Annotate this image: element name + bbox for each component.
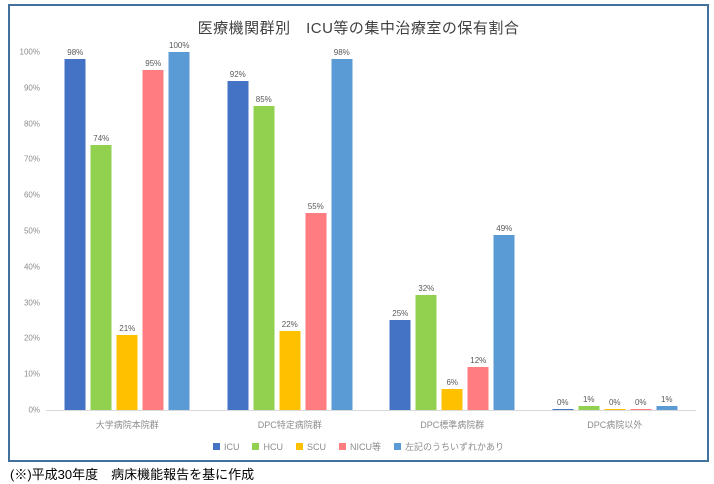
x-axis-label: 大学病院本院群 <box>95 420 159 430</box>
legend-label: SCU <box>306 441 326 452</box>
y-tick-label: 100% <box>19 47 40 57</box>
bar-group: 92% 85% 22% 55% 98% <box>209 48 372 410</box>
bar-HCU: 32% <box>415 284 437 410</box>
bar-cluster: 92% 85% 22% 55% 98% <box>227 48 353 410</box>
bar-左記のうちいずれかあり: 1% <box>656 395 678 410</box>
y-tick-label: 30% <box>23 298 40 308</box>
x-axis-label: DPC特定病院群 <box>257 420 322 430</box>
bar-SCU: 21% <box>116 324 138 410</box>
bar-group: 98% 74% 21% 95% 100% <box>46 41 209 410</box>
bar-value-label: 12% <box>470 356 487 365</box>
bar-group: 0% 1% 0% 0% 1% <box>534 52 697 410</box>
legend-item: NICU等 <box>339 440 381 453</box>
bar-value-label: 32% <box>418 284 435 293</box>
bar-左記のうちいずれかあり: 49% <box>493 224 515 410</box>
x-axis-label: DPC病院以外 <box>587 420 643 430</box>
chart-title: 医療機関群別 ICU等の集中治療室の保有割合 <box>197 20 520 37</box>
legend-swatch-icon <box>339 443 346 450</box>
legend-label: 左記のうちいずれかあり <box>405 442 505 452</box>
bar-ICU: 0% <box>552 398 574 410</box>
bar-NICU等: 0% <box>630 398 652 410</box>
y-tick-label: 80% <box>23 119 40 129</box>
bar-value-label: 74% <box>93 134 110 143</box>
bar-NICU等: 55% <box>305 202 327 410</box>
y-tick-label: 60% <box>23 190 40 200</box>
legend-label: ICU <box>223 441 240 452</box>
legend-item: SCU <box>295 441 326 452</box>
bar-value-label: 0% <box>556 398 569 407</box>
legend-swatch-icon <box>252 443 260 450</box>
legend-swatch-icon <box>212 443 220 450</box>
bar-value-label: 0% <box>608 398 621 407</box>
bar-value-label: 95% <box>145 59 162 68</box>
bar-value-label: 25% <box>392 309 409 318</box>
legend-label: HCU <box>263 441 283 452</box>
bar-SCU: 0% <box>604 398 626 410</box>
plot-area: 100% 90% 80% 70% 60% 50% 40% 30% 20% 10% 0% 98% 74%… <box>20 41 697 415</box>
bar-value-label: 92% <box>229 70 246 79</box>
bar-HCU: 74% <box>90 134 112 410</box>
bar-左記のうちいずれかあり: 98% <box>331 48 353 410</box>
y-tick-label: 70% <box>23 154 40 164</box>
bar-ICU: 92% <box>227 70 249 410</box>
bar-SCU: 6% <box>441 378 463 410</box>
bar-value-label: 55% <box>307 202 324 211</box>
footnote: (※)平成30年度 病床機能報告を基に作成 <box>10 467 255 482</box>
chart-frame: 医療機関群別 ICU等の集中治療室の保有割合 100% 90% 80% 70% 60% 5… <box>8 4 709 462</box>
legend-label: NICU等 <box>350 442 381 452</box>
y-tick-label: 40% <box>23 262 40 272</box>
x-axis-label: DPC標準病院群 <box>420 420 485 430</box>
bar-value-label: 1% <box>582 395 595 404</box>
bar-value-label: 22% <box>281 320 298 329</box>
bar-value-label: 85% <box>255 95 272 104</box>
legend-swatch-icon <box>295 443 303 450</box>
y-tick-label: 90% <box>23 83 40 93</box>
y-tick-label: 50% <box>23 226 40 236</box>
legend-swatch-icon <box>394 443 401 450</box>
y-axis: 100% 90% 80% 70% 60% 50% 40% 30% 20% 10% 0% <box>20 48 696 415</box>
bar-value-label: 98% <box>333 48 350 57</box>
y-tick-label: 10% <box>23 369 40 379</box>
bar-cluster: 25% 32% 6% 12% 49% <box>389 224 515 410</box>
bar-HCU: 85% <box>253 95 275 410</box>
bar-value-label: 21% <box>119 324 136 333</box>
bar-value-label: 100% <box>169 41 190 50</box>
y-tick-label: 0% <box>28 405 40 415</box>
bar-group: 25% 32% 6% 12% 49% <box>371 52 534 410</box>
x-axis: 大学病院本院群 DPC特定病院群 DPC標準病院群 DPC病院以外 <box>46 418 696 431</box>
bar-NICU等: 95% <box>142 59 164 410</box>
legend-item: ICU <box>212 441 240 452</box>
bar-ICU: 25% <box>389 309 411 410</box>
bar-cluster: 0% 1% 0% 0% 1% <box>552 395 678 410</box>
bar-value-label: 6% <box>446 378 459 387</box>
bar-SCU: 22% <box>279 320 301 410</box>
bars-layer: 98% 74% 21% 95% 100% 92% 85% 22% 55% 98% 25% 32% 6% 1… <box>46 41 697 410</box>
bar-value-label: 0% <box>634 398 647 407</box>
legend-item: 左記のうちいずれかあり <box>394 440 504 453</box>
bar-value-label: 1% <box>660 395 673 404</box>
bar-HCU: 1% <box>578 395 600 410</box>
bar-value-label: 98% <box>67 48 84 57</box>
y-tick-label: 20% <box>23 333 40 343</box>
bar-左記のうちいずれかあり: 100% <box>168 41 190 410</box>
bar-cluster: 98% 74% 21% 95% 100% <box>64 41 190 410</box>
bar-value-label: 49% <box>496 224 513 233</box>
bar-ICU: 98% <box>64 48 86 410</box>
legend-item: HCU <box>252 442 283 452</box>
legend: ICU HCU SCU NICU等 左記のうちいずれかあり <box>10 440 707 453</box>
bar-NICU等: 12% <box>467 356 489 410</box>
